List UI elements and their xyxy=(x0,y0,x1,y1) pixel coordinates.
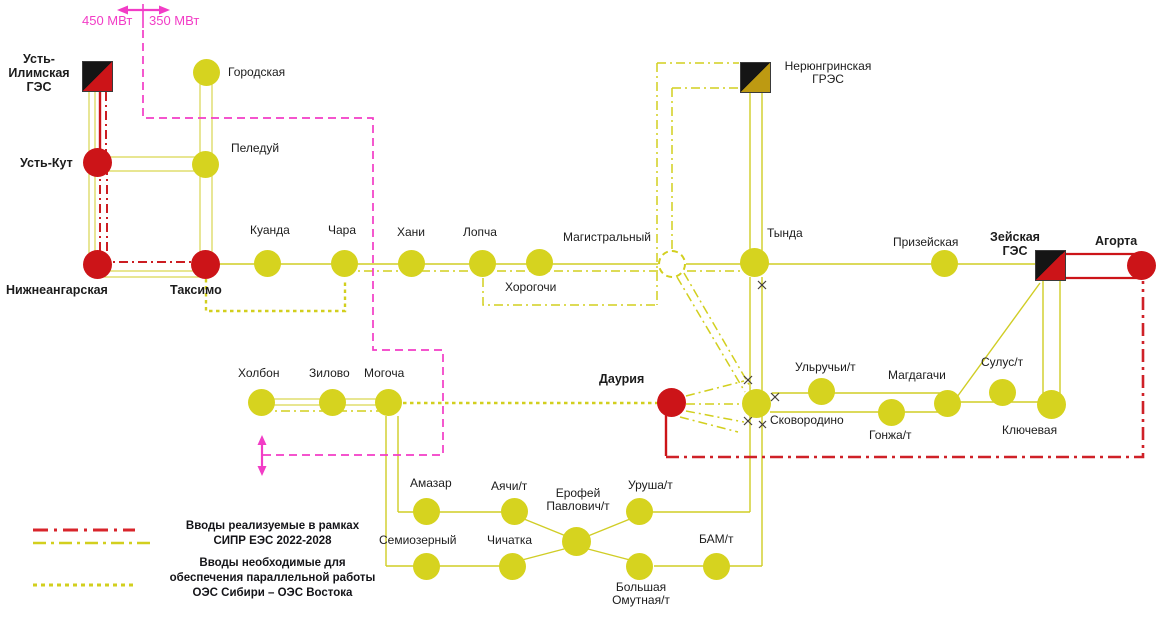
node-prizeyskaya xyxy=(931,250,958,277)
node-sulus xyxy=(989,379,1016,406)
node-peleduy xyxy=(192,151,219,178)
label-zilovo: Зилово xyxy=(309,366,350,380)
node-urusha xyxy=(626,498,653,525)
yellow-dashdot-lines xyxy=(262,62,752,433)
node-khorogochi xyxy=(526,249,553,276)
node-nizhneangarskaya xyxy=(83,250,112,279)
legend-item-realized: Вводы реализуемые в рамках СИПР ЕЭС 2022… xyxy=(185,520,360,548)
label-amazar: Амазар xyxy=(410,476,452,490)
legend-item-required: Вводы необходимые для обеспечения паралл… xyxy=(169,557,376,600)
node-semiozerny xyxy=(413,553,440,580)
node-chara xyxy=(331,250,358,277)
magenta-flow-arrow-top xyxy=(117,4,170,28)
label-taksimo: Таксимо xyxy=(170,283,222,297)
label-khorogochi: Хорогочи xyxy=(505,280,557,294)
yellow-dotted-lines xyxy=(204,279,659,405)
label-peleduy: Пеледуй xyxy=(231,141,280,155)
node-amazar xyxy=(413,498,440,525)
node-ust-ilimskaya-ges-icon xyxy=(82,61,113,92)
magenta-dashed-route xyxy=(142,30,444,456)
label-ust-ilimskaya-ges: Усть- Илимская ГЭС xyxy=(8,52,70,94)
red-dashdot-lines xyxy=(99,92,204,263)
label-semiozerny: Семиозерный xyxy=(379,533,457,547)
label-tynda: Тында xyxy=(767,226,803,240)
node-gorodskaya xyxy=(193,59,220,86)
label-bam: БАМ/т xyxy=(699,532,734,546)
x-markers xyxy=(743,280,780,429)
label-nizhneangarskaya: Нижнеангарская xyxy=(6,283,108,297)
label-skovorodino: Сковородино xyxy=(770,413,844,427)
node-bam xyxy=(703,553,730,580)
node-kuanda xyxy=(254,250,281,277)
label-urusha: Уруша/т xyxy=(628,478,673,492)
label-lopcha: Лопча xyxy=(463,225,497,239)
node-chichatka xyxy=(499,553,526,580)
label-gonzha: Гонжа/т xyxy=(869,428,912,442)
node-taksimo xyxy=(191,250,220,279)
node-magdagachi xyxy=(934,390,961,417)
node-gonzha xyxy=(878,399,905,426)
label-sulus: Сулус/т xyxy=(981,355,1024,369)
node-lopcha xyxy=(469,250,496,277)
node-dauria xyxy=(657,388,686,417)
label-khani: Хани xyxy=(397,225,426,239)
label-dauria: Даурия xyxy=(599,372,645,386)
label-ayachi: Аячи/т xyxy=(491,479,528,493)
node-ayachi xyxy=(501,498,528,525)
node-ulruchi xyxy=(808,378,835,405)
flow-left-label: 450 МВт xyxy=(82,13,133,28)
node-skovorodino xyxy=(742,389,771,418)
label-mogocha: Могоча xyxy=(364,366,405,380)
legend-swatches xyxy=(33,528,152,587)
label-ust-kut: Усть-Кут xyxy=(20,156,73,170)
label-prizeyskaya: Призейская xyxy=(893,235,959,249)
node-ust-kut xyxy=(83,148,112,177)
label-gorodskaya: Городская xyxy=(228,65,286,79)
yellow-pair-lines xyxy=(88,73,389,406)
label-magistralny: Магистральный xyxy=(563,230,651,244)
label-kuanda: Куанда xyxy=(250,223,290,237)
label-ulruchi: Ульручьи/т xyxy=(795,360,856,374)
node-khani xyxy=(398,250,425,277)
node-erofey-pavlovich xyxy=(562,527,591,556)
label-magdagachi: Магдагачи xyxy=(888,368,946,382)
flow-right-label: 350 МВт xyxy=(149,13,200,28)
node-mogocha xyxy=(375,389,402,416)
label-bolshaya-omutnaya: Большая Омутная/т xyxy=(612,580,670,608)
label-neryungrinskaya-gres: Нерюнгринская ГРЭС xyxy=(784,59,872,87)
label-zeyskaya-ges: Зейская ГЭС xyxy=(990,230,1040,258)
red-dashdot-loop xyxy=(666,281,1145,459)
label-kholbon: Холбон xyxy=(238,366,280,380)
node-tynda xyxy=(740,248,769,277)
label-chichatka: Чичатка xyxy=(487,533,533,547)
node-bolshaya-omutnaya xyxy=(626,553,653,580)
node-kholbon xyxy=(248,389,275,416)
node-neryungrinskaya-gres-icon xyxy=(740,62,771,93)
label-chara: Чара xyxy=(328,223,357,237)
yellow-solid-lines xyxy=(206,92,1061,567)
node-magistralny-planned xyxy=(658,250,686,278)
magenta-flow-arrow-bottom xyxy=(257,435,267,476)
node-agorta xyxy=(1127,251,1156,280)
label-agorta: Агорта xyxy=(1095,234,1138,248)
label-erofey-pavlovich: Ерофей Павлович/т xyxy=(546,486,610,514)
label-klyuchevaya: Ключевая xyxy=(1002,423,1058,437)
node-zilovo xyxy=(319,389,346,416)
node-klyuchevaya xyxy=(1037,390,1066,419)
node-zeyskaya-ges-icon xyxy=(1035,250,1066,281)
